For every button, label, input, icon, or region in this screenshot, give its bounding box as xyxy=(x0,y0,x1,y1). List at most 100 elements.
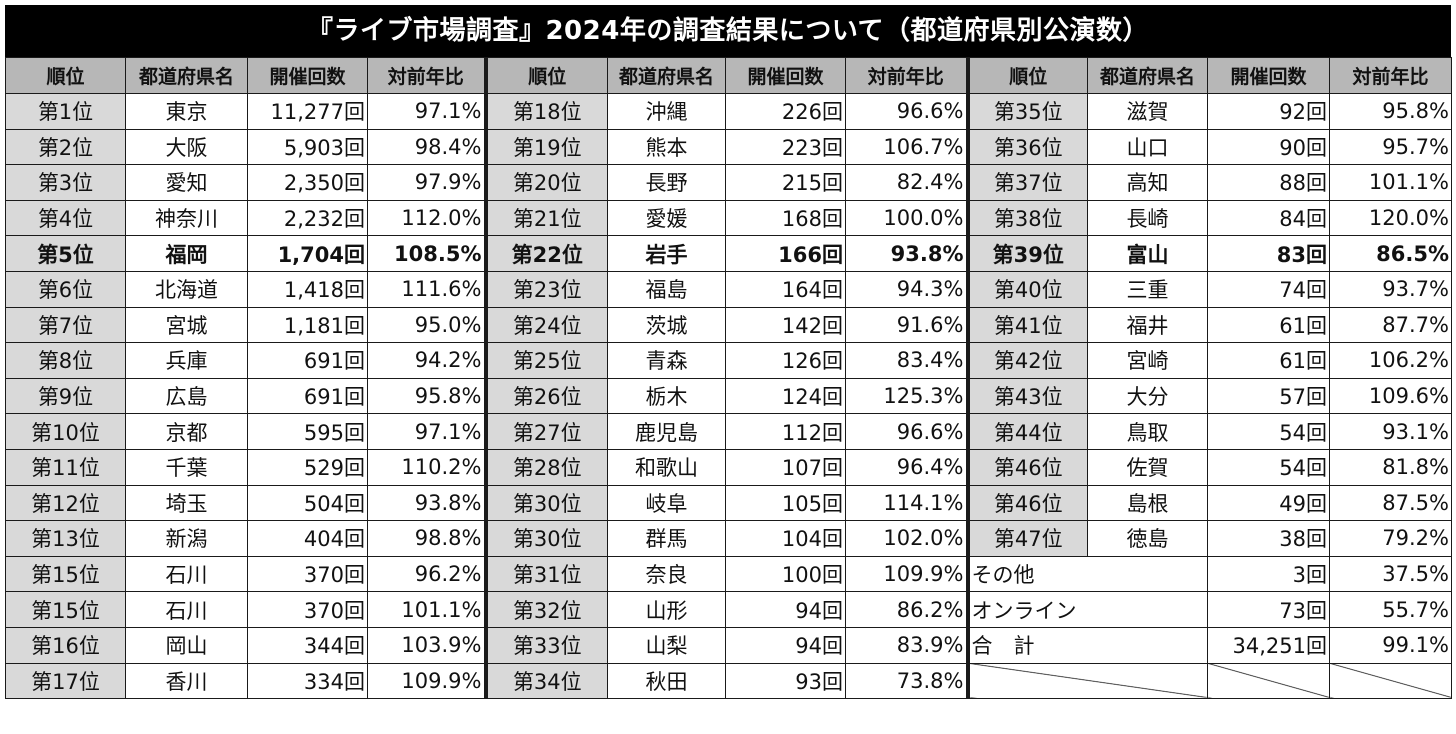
count-cell: 93回 xyxy=(725,662,846,700)
rank-cell: 第46位 xyxy=(967,484,1088,522)
prefecture-cell: 熊本 xyxy=(607,128,726,166)
header-ratio: 対前年比 xyxy=(845,57,970,94)
prefecture-cell: 長崎 xyxy=(1087,199,1208,237)
table-row: 第17位 香川 334回 109.9% 第34位 秋田 93回 73.8% xyxy=(5,662,1452,700)
table-row: 第1位 東京 11,277回 97.1% 第18位 沖縄 226回 96.6% 第35位 滋賀 92… xyxy=(5,93,1452,130)
count-cell: 90回 xyxy=(1207,128,1330,166)
prefecture-cell: 群馬 xyxy=(607,520,726,557)
rank-cell: 第37位 xyxy=(967,164,1088,201)
prefecture-cell: 和歌山 xyxy=(607,448,726,486)
ratio-cell: 109.6% xyxy=(1329,377,1452,415)
prefecture-cell: 鹿児島 xyxy=(607,413,726,450)
table-row: 第3位 愛知 2,350回 97.9% 第20位 長野 215回 82.4% 第37位 高知 88回… xyxy=(5,164,1452,201)
prefecture-cell: 徳島 xyxy=(1087,520,1208,557)
prefecture-cell: 島根 xyxy=(1087,484,1208,522)
count-cell: 49回 xyxy=(1207,484,1330,522)
ratio-cell: 95.8% xyxy=(1329,93,1452,130)
ratio-cell: 97.9% xyxy=(367,164,488,201)
header-count: 開催回数 xyxy=(1207,57,1330,94)
prefecture-cell: 兵庫 xyxy=(125,342,248,379)
prefecture-cell: 長野 xyxy=(607,164,726,201)
ratio-cell: 106.7% xyxy=(845,128,970,166)
header-prefecture: 都道府県名 xyxy=(607,57,726,94)
count-cell: 529回 xyxy=(247,448,368,486)
count-cell: 100回 xyxy=(725,555,846,593)
header-ratio: 対前年比 xyxy=(1329,57,1452,94)
header-prefecture: 都道府県名 xyxy=(1087,57,1208,94)
prefecture-cell: 愛知 xyxy=(125,164,248,201)
ratio-cell: 112.0% xyxy=(367,199,488,237)
ratio-cell: 96.4% xyxy=(845,448,970,486)
prefecture-cell: 愛媛 xyxy=(607,199,726,237)
summary-ratio: 37.5% xyxy=(1329,555,1452,593)
count-cell: 168回 xyxy=(725,199,846,237)
ratio-cell: 114.1% xyxy=(845,484,970,522)
count-cell: 5,903回 xyxy=(247,128,368,166)
count-cell: 226回 xyxy=(725,93,846,130)
rank-cell: 第22位 xyxy=(485,235,608,272)
prefecture-cell: 神奈川 xyxy=(125,199,248,237)
count-cell: 164回 xyxy=(725,270,846,308)
rank-cell: 第3位 xyxy=(5,164,126,201)
ratio-cell: 125.3% xyxy=(845,377,970,415)
count-cell: 74回 xyxy=(1207,270,1330,308)
prefecture-cell: 大阪 xyxy=(125,128,248,166)
table-row: 第2位 大阪 5,903回 98.4% 第19位 熊本 223回 106.7% 第36位 山口 90… xyxy=(5,128,1452,166)
count-cell: 107回 xyxy=(725,448,846,486)
ratio-cell: 98.8% xyxy=(367,520,488,557)
rank-cell: 第39位 xyxy=(967,235,1088,272)
prefecture-cell: 東京 xyxy=(125,93,248,130)
rank-cell: 第15位 xyxy=(5,555,126,593)
prefecture-cell: 埼玉 xyxy=(125,484,248,522)
prefecture-cell: 石川 xyxy=(125,591,248,628)
count-cell: 112回 xyxy=(725,413,846,450)
rank-cell: 第41位 xyxy=(967,306,1088,344)
summary-ratio: 99.1% xyxy=(1329,626,1452,664)
prefecture-cell: 佐賀 xyxy=(1087,448,1208,486)
ratio-cell: 120.0% xyxy=(1329,199,1452,237)
ratio-cell: 93.8% xyxy=(845,235,970,272)
table-row: 第9位 広島 691回 95.8% 第26位 栃木 124回 125.3% 第43位 大分 57回 1… xyxy=(5,377,1452,415)
count-cell: 1,418回 xyxy=(247,270,368,308)
table-row: 第7位 宮城 1,181回 95.0% 第24位 茨城 142回 91.6% 第41位 福井 61回… xyxy=(5,306,1452,344)
prefecture-cell: 三重 xyxy=(1087,270,1208,308)
rank-cell: 第46位 xyxy=(967,448,1088,486)
table-row: 第16位 岡山 344回 103.9% 第33位 山梨 94回 83.9% 合 計 34,251回… xyxy=(5,626,1452,664)
ratio-cell: 108.5% xyxy=(367,235,488,272)
rank-cell: 第35位 xyxy=(967,93,1088,130)
rank-cell: 第16位 xyxy=(5,626,126,664)
count-cell: 504回 xyxy=(247,484,368,522)
table-row: 第6位 北海道 1,418回 111.6% 第23位 福島 164回 94.3% 第40位 三重 7… xyxy=(5,270,1452,308)
ratio-cell: 96.2% xyxy=(367,555,488,593)
header-row: 順位 都道府県名 開催回数 対前年比 順位 都道府県名 開催回数 対前年比 順位… xyxy=(5,57,1452,94)
prefecture-cell: 山口 xyxy=(1087,128,1208,166)
count-cell: 57回 xyxy=(1207,377,1330,415)
rank-cell: 第32位 xyxy=(485,591,608,628)
rank-cell: 第20位 xyxy=(485,164,608,201)
rank-cell: 第28位 xyxy=(485,448,608,486)
prefecture-cell: 秋田 xyxy=(607,662,726,700)
prefecture-cell: 沖縄 xyxy=(607,93,726,130)
ratio-cell: 106.2% xyxy=(1329,342,1452,379)
prefecture-cell: 新潟 xyxy=(125,520,248,557)
prefecture-cell: 高知 xyxy=(1087,164,1208,201)
summary-count: 3回 xyxy=(1207,555,1330,593)
rank-cell: 第1位 xyxy=(5,93,126,130)
table-row: 第15位 石川 370回 96.2% 第31位 奈良 100回 109.9% その他 3回 37.5… xyxy=(5,555,1452,593)
rank-cell: 第17位 xyxy=(5,662,126,700)
prefecture-cell: 山形 xyxy=(607,591,726,628)
count-cell: 595回 xyxy=(247,413,368,450)
prefecture-cell: 千葉 xyxy=(125,448,248,486)
header-rank: 順位 xyxy=(485,57,608,94)
count-cell: 83回 xyxy=(1207,235,1330,272)
prefecture-cell: 鳥取 xyxy=(1087,413,1208,450)
count-cell: 404回 xyxy=(247,520,368,557)
ratio-cell: 95.7% xyxy=(1329,128,1452,166)
ratio-cell: 87.5% xyxy=(1329,484,1452,522)
prefecture-cell: 京都 xyxy=(125,413,248,450)
rank-cell: 第43位 xyxy=(967,377,1088,415)
prefecture-cell: 広島 xyxy=(125,377,248,415)
prefecture-cell: 滋賀 xyxy=(1087,93,1208,130)
rank-cell: 第34位 xyxy=(485,662,608,700)
